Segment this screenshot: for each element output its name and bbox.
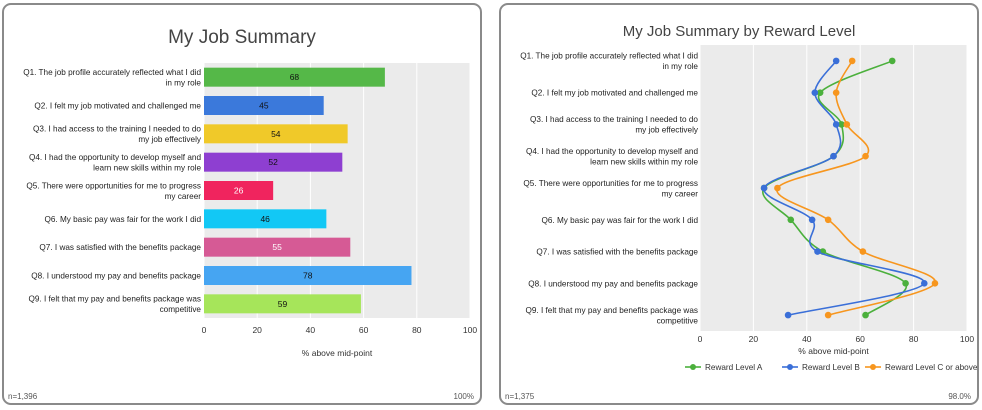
data-point (832, 121, 840, 128)
legend-marker (870, 364, 876, 370)
sample-size: n=1,375 (505, 392, 535, 401)
category-label: Q3. I had access to the training I neede… (530, 115, 699, 135)
category-label: Q7. I was satisfied with the benefits pa… (536, 248, 698, 257)
data-point (920, 280, 928, 287)
bar (204, 96, 324, 115)
data-label: 68 (290, 72, 300, 82)
legend-marker (787, 364, 793, 370)
data-label: 78 (303, 271, 313, 281)
data-label: 55 (272, 242, 282, 252)
data-point (824, 216, 832, 224)
data-point (888, 57, 896, 65)
category-label: Q3. I had access to the training I neede… (33, 125, 202, 145)
legend-label: Reward Level B (802, 363, 860, 372)
category-label: Q5. There were opportunities for me to p… (523, 179, 698, 199)
bar (204, 237, 351, 257)
x-axis-label: % above mid-point (302, 348, 373, 358)
line-chart: 0 20 40 60 80 100 Q1. The job profile accurate… (520, 45, 977, 372)
x-tick-label: 40 (802, 334, 812, 344)
data-point (902, 280, 909, 287)
category-label: Q9. I felt that my pay and benefits pack… (526, 306, 699, 326)
data-label: 52 (268, 157, 278, 167)
x-tick-label: 100 (960, 334, 974, 344)
bar (204, 294, 361, 314)
x-tick-label: 60 (855, 334, 865, 344)
bar (204, 181, 274, 200)
data-point (862, 311, 869, 319)
bar (204, 67, 385, 87)
category-label: Q6. My basic pay was fair for the work I… (44, 215, 201, 224)
data-point (814, 248, 821, 255)
legend-label: Reward Level A (705, 363, 763, 372)
x-tick-label: 100 (463, 325, 477, 335)
data-point (787, 216, 795, 224)
category-label: Q8. I understood my pay and benefits pac… (31, 272, 201, 281)
response-rate: 98.0% (948, 392, 971, 401)
x-tick-label: 20 (749, 334, 759, 344)
bar (204, 152, 343, 172)
x-tick-label: 20 (252, 325, 262, 335)
data-point (832, 57, 840, 65)
x-tick-label: 0 (698, 334, 703, 344)
x-tick-label: 60 (359, 325, 369, 335)
chart-title: My Job Summary (168, 27, 316, 48)
data-point (830, 152, 837, 160)
bar (204, 124, 348, 144)
category-label: Q6. My basic pay was fair for the work I… (541, 216, 698, 225)
data-point (760, 184, 768, 192)
data-point (859, 248, 867, 255)
x-tick-label: 40 (306, 325, 316, 335)
data-label: 54 (271, 129, 281, 139)
bar (204, 209, 327, 229)
data-label: 45 (259, 101, 269, 111)
data-point (838, 121, 845, 128)
legend-label: Reward Level C or above (885, 363, 977, 372)
data-point (843, 121, 851, 128)
category-label: Q9. I felt that my pay and benefits pack… (29, 295, 202, 315)
legend-marker (690, 364, 696, 370)
data-point (808, 216, 816, 224)
bar-chart: 0 20 40 60 80 100 68 Q1. The job profile accura… (23, 63, 477, 358)
x-tick-label: 80 (412, 325, 422, 335)
job-summary-panel: My Job Summary 0 20 40 60 80 100 68 Q1. The job… (2, 3, 482, 405)
data-label: 46 (260, 214, 270, 224)
response-rate: 100% (453, 392, 474, 401)
category-label: Q4. I had the opportunity to develop mys… (29, 153, 201, 173)
category-label: Q2. I felt my job motivated and challeng… (34, 102, 201, 111)
category-label: Q2. I felt my job motivated and challeng… (531, 89, 698, 98)
data-point (811, 89, 819, 96)
data-point (832, 89, 840, 96)
x-axis-label: % above mid-point (798, 346, 869, 356)
category-label: Q1. The job profile accurately reflected… (520, 52, 698, 71)
category-label: Q8. I understood my pay and benefits pac… (528, 279, 698, 288)
reward-level-panel: My Job Summary by Reward Level 0 20 40 60 80… (499, 3, 979, 405)
data-point (862, 152, 869, 160)
sample-size: n=1,396 (8, 392, 38, 401)
data-label: 59 (278, 299, 288, 309)
data-point (816, 89, 824, 96)
data-label: 26 (234, 186, 244, 196)
data-point (824, 311, 832, 319)
chart-title: My Job Summary by Reward Level (622, 23, 856, 40)
x-tick-label: 0 (202, 325, 207, 335)
category-label: Q1. The job profile accurately reflected… (23, 68, 201, 88)
category-label: Q7. I was satisfied with the benefits pa… (39, 243, 201, 252)
data-point (774, 184, 781, 192)
data-point (931, 280, 939, 287)
data-point (784, 311, 792, 319)
category-label: Q5. There were opportunities for me to p… (26, 181, 201, 201)
x-tick-label: 80 (909, 334, 919, 344)
bar (204, 266, 412, 285)
category-label: Q4. I had the opportunity to develop mys… (526, 147, 698, 167)
data-point (848, 57, 856, 65)
